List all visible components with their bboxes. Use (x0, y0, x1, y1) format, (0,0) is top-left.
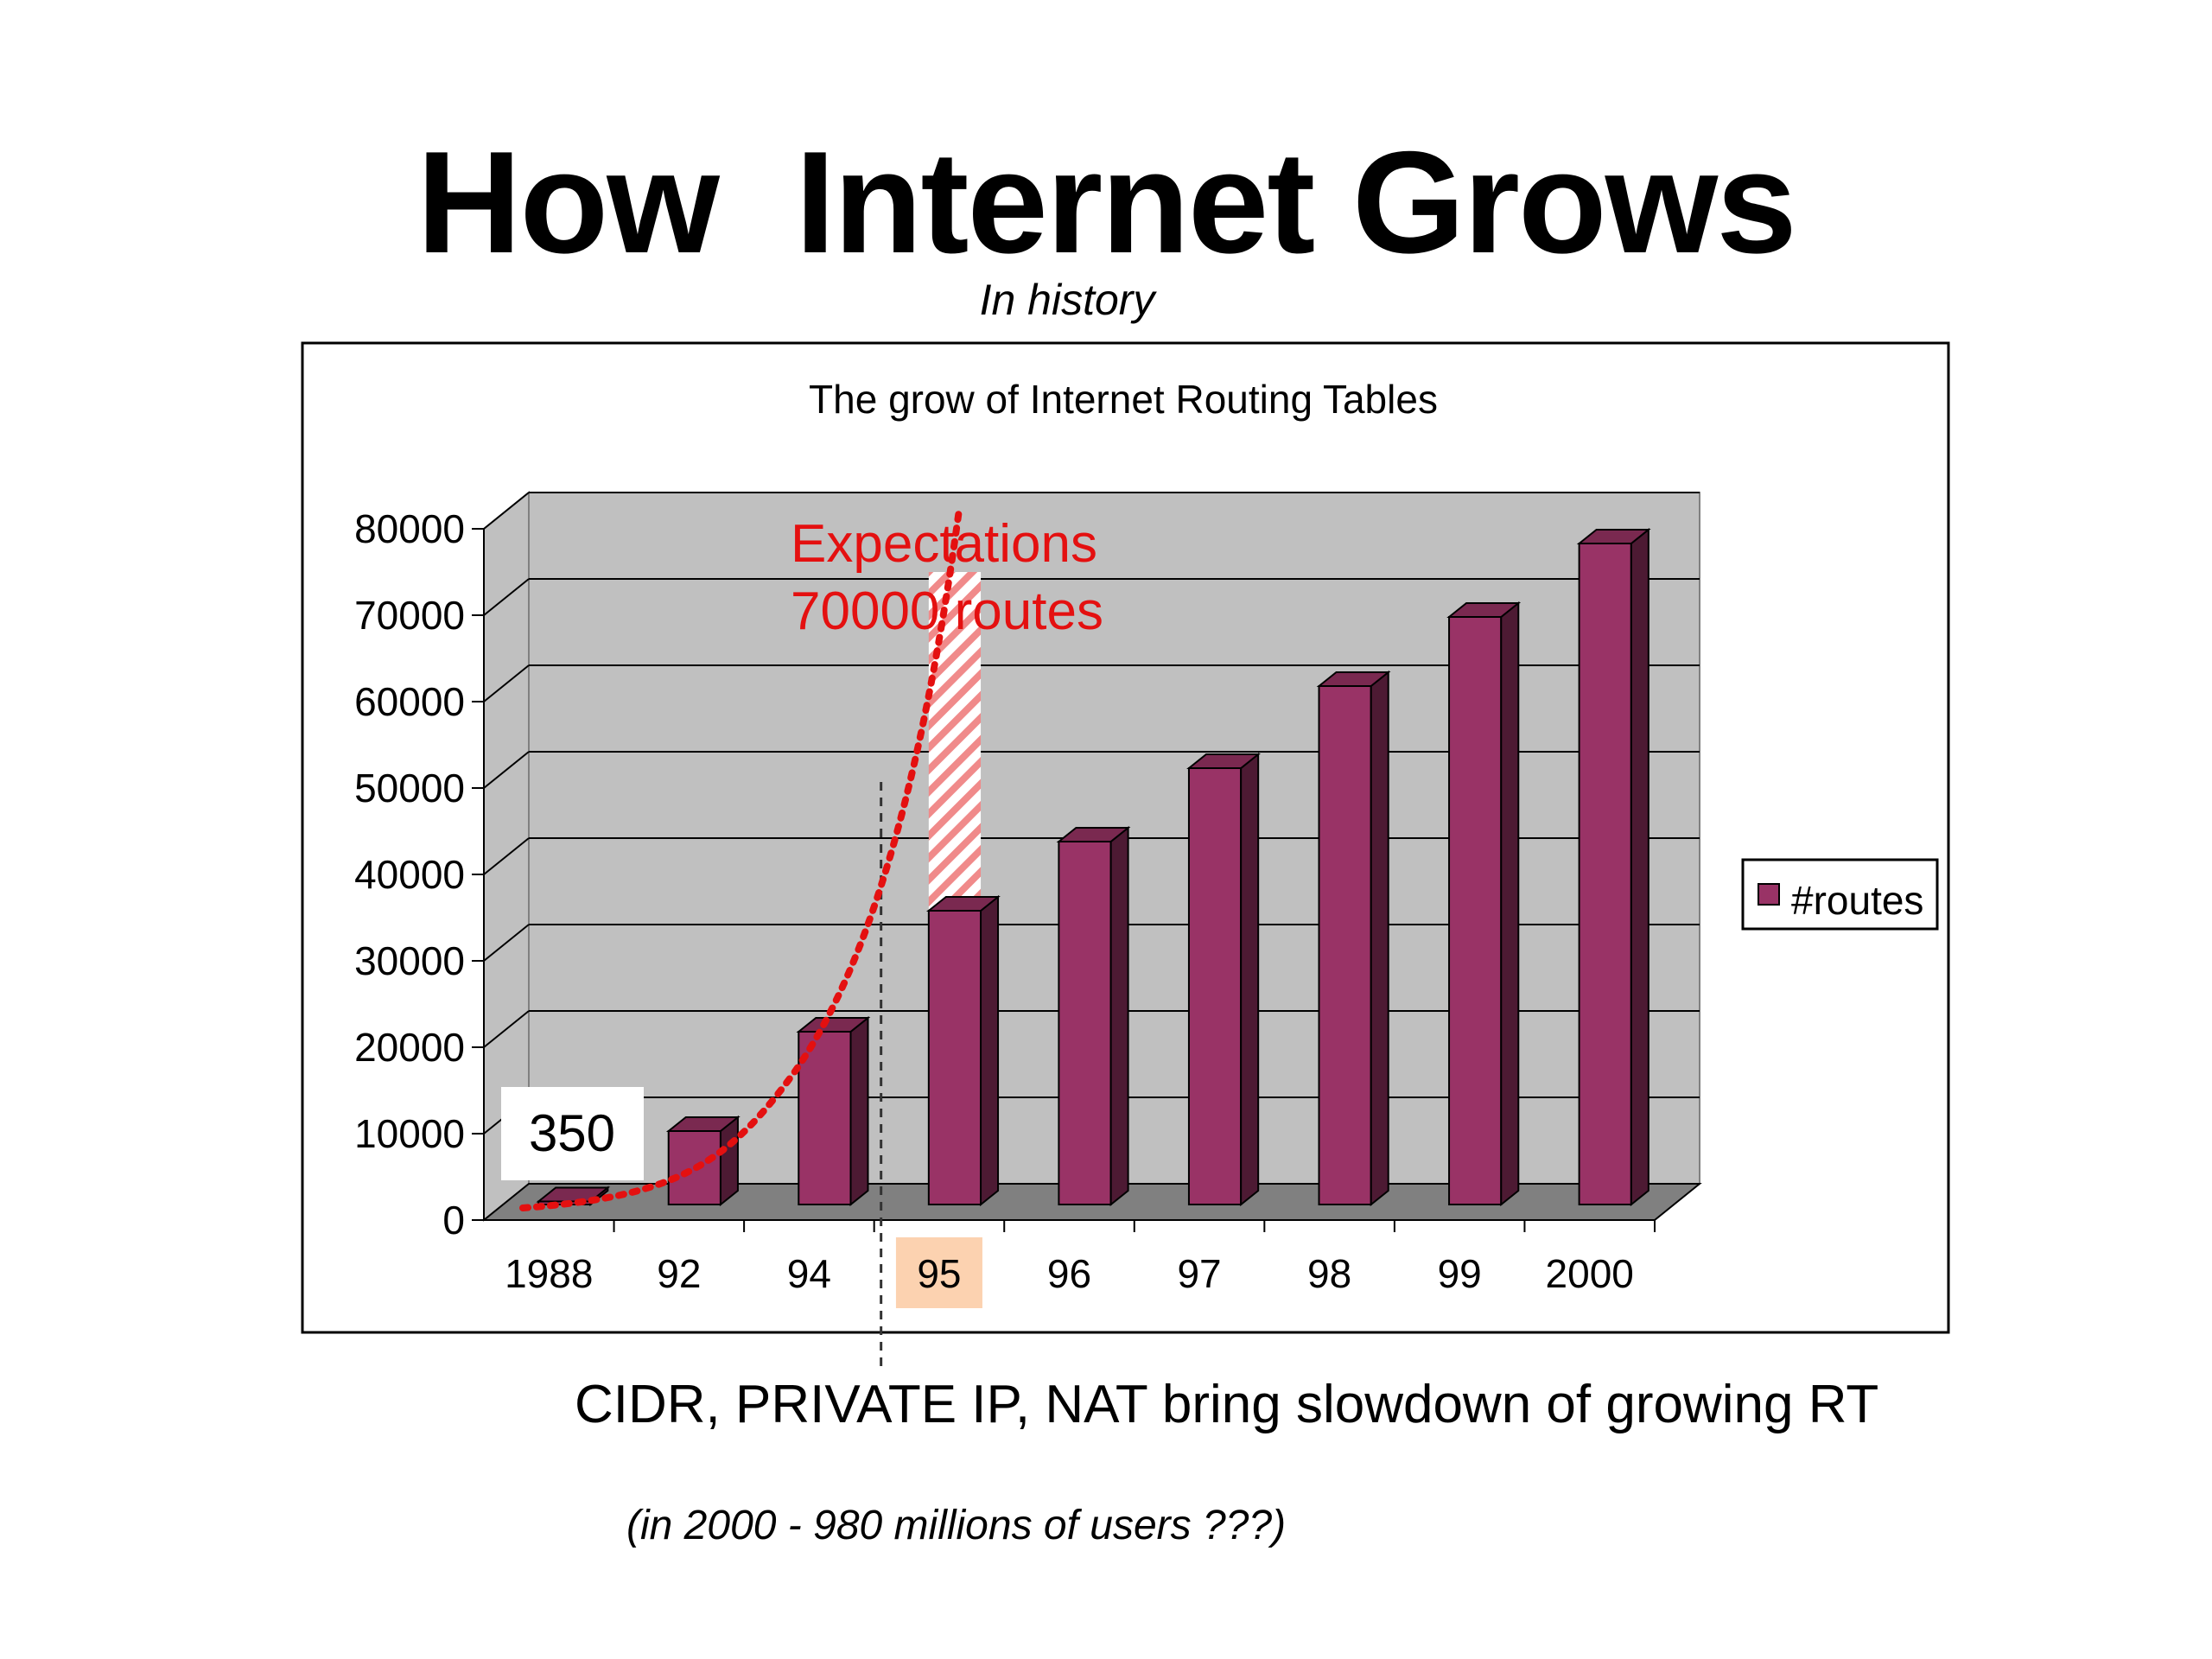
y-tick-label: 60000 (354, 679, 465, 724)
y-tick-label: 30000 (354, 938, 465, 983)
value-callout-box (501, 1087, 644, 1180)
y-tick-label: 50000 (354, 766, 465, 810)
x-tick-label: 96 (1047, 1251, 1091, 1296)
x-tick-label: 1988 (505, 1251, 593, 1296)
x-tick-label: 97 (1177, 1251, 1221, 1296)
legend-label: #routes (1791, 878, 1923, 923)
x-tick-label: 98 (1307, 1251, 1351, 1296)
bar-side (849, 1015, 869, 1207)
footnote: (in 2000 - 980 millions of users ???) (626, 1503, 1287, 1548)
bar (1448, 616, 1503, 1205)
slide-subtitle: In history (979, 276, 1155, 324)
y-tick-label: 40000 (354, 852, 465, 897)
bar-side (1630, 527, 1649, 1207)
bar (1058, 841, 1112, 1205)
caption: CIDR, PRIVATE IP, NAT bring slowdown of … (575, 1375, 1879, 1434)
x-tick-label: 92 (657, 1251, 701, 1296)
bar-top (665, 1116, 741, 1132)
bar-side (1370, 670, 1389, 1207)
expectation-label: Expectations (791, 514, 1097, 574)
slide-title: How Internet Grows (416, 121, 1797, 283)
x-tick-label: 99 (1438, 1251, 1482, 1296)
y-tick-label: 80000 (354, 506, 465, 551)
bar (1578, 543, 1632, 1205)
bar (1187, 767, 1243, 1205)
y-tick-label: 70000 (354, 593, 465, 638)
gridline (483, 1010, 530, 1048)
gridline (483, 492, 530, 530)
bar-top (1056, 827, 1131, 842)
expectation-value-label: 70000 routes (791, 582, 1103, 641)
bar-top (925, 896, 1001, 912)
bar-top (1186, 753, 1262, 769)
y-tick-label: 0 (442, 1198, 465, 1243)
chart-title: The grow of Internet Routing Tables (809, 377, 1438, 422)
bar-top (1446, 602, 1522, 618)
value-callout-label: 350 (529, 1104, 615, 1162)
gridline (483, 924, 530, 962)
bar-side (719, 1115, 739, 1207)
legend-swatch (1758, 883, 1780, 906)
bar (798, 1031, 852, 1205)
expectation-curve (519, 506, 963, 1211)
gridline (483, 751, 530, 789)
x-tick-label: 94 (787, 1251, 831, 1296)
bar-top (1316, 671, 1391, 687)
bar (667, 1130, 721, 1205)
bar-side (980, 894, 1000, 1207)
bar-top (1576, 529, 1651, 544)
y-tick-label: 20000 (354, 1025, 465, 1070)
bar-side (1109, 825, 1129, 1207)
bar (1318, 685, 1372, 1205)
plot-area: 0 10000 20000 30000 40000 50000 60000 70000 8000… (354, 490, 1702, 1370)
bar (927, 910, 982, 1205)
legend: #routes (1741, 858, 1939, 931)
bar-side (1240, 752, 1260, 1207)
gridline (483, 837, 530, 875)
bar-side (1500, 601, 1520, 1207)
gridline (483, 578, 530, 616)
gridline (483, 664, 530, 702)
x-tick-label: 2000 (1546, 1251, 1634, 1296)
x-tick-label: 95 (917, 1251, 961, 1296)
bar-top (796, 1017, 871, 1033)
y-tick-label: 10000 (354, 1111, 465, 1156)
expectation-bar (928, 572, 982, 909)
highlight-95 (895, 1237, 982, 1308)
